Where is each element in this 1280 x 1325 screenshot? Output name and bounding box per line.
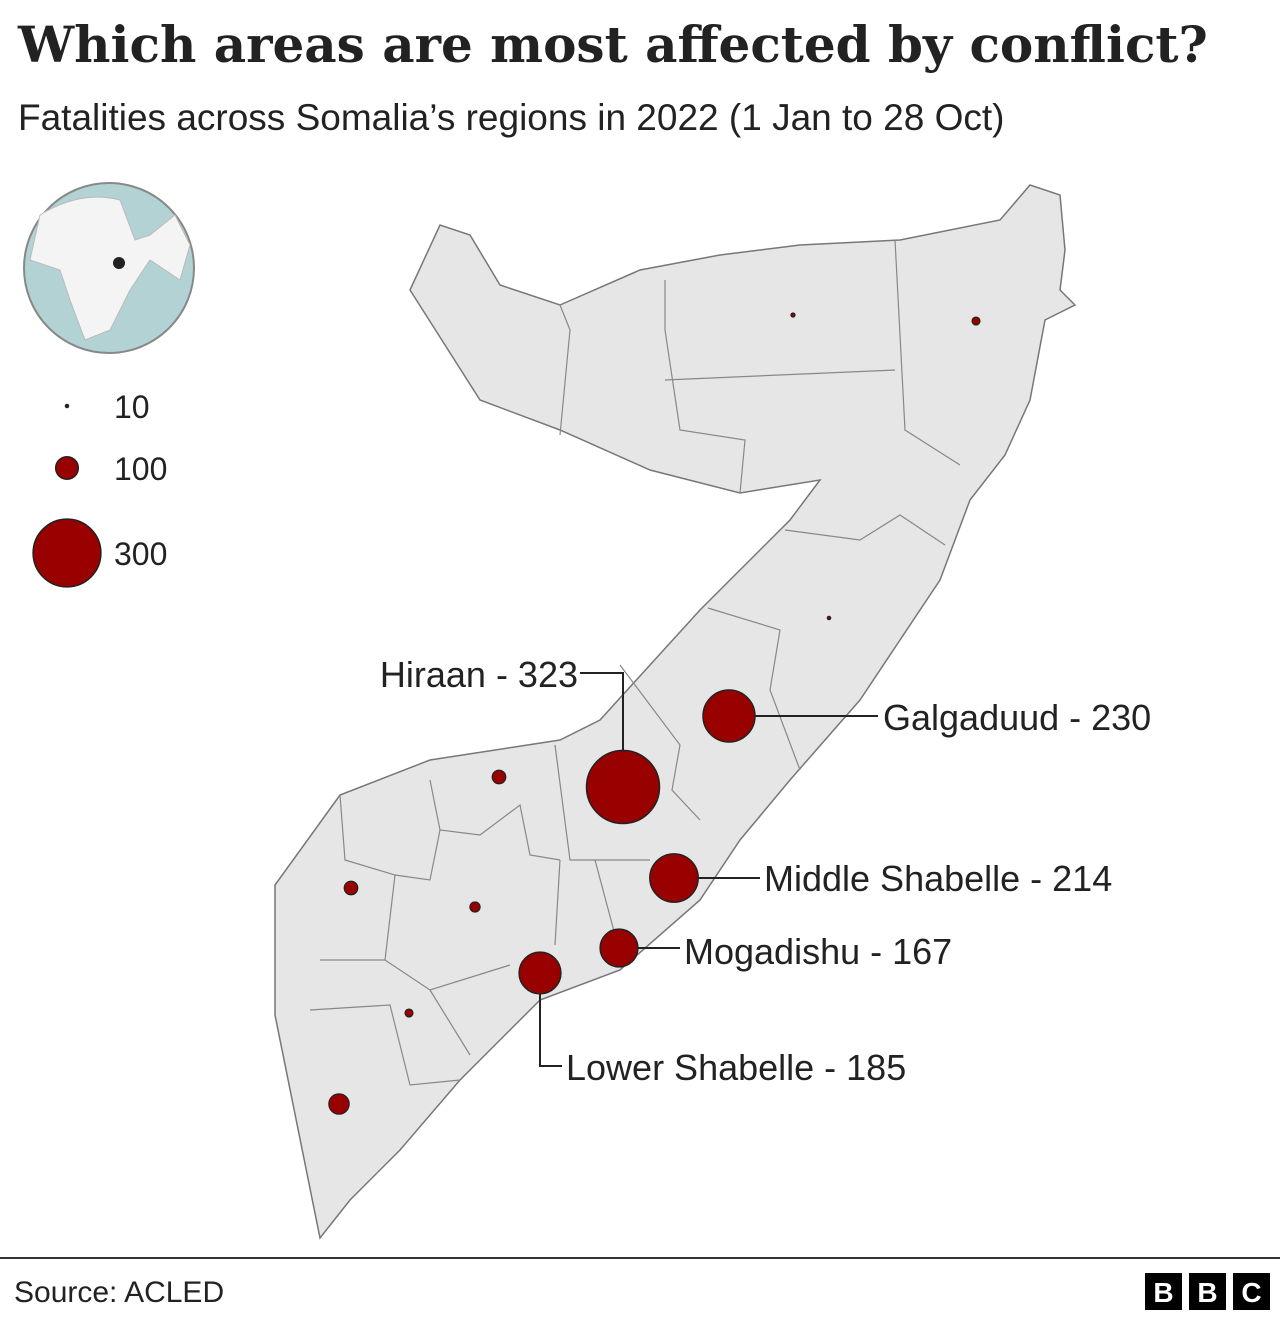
legend: 10 100 300 — [32, 389, 167, 588]
legend-symbol — [32, 518, 102, 588]
title: Which areas are most affected by conflic… — [17, 15, 1208, 74]
legend-label: 300 — [114, 536, 167, 572]
region-symbol — [343, 880, 359, 896]
region-symbol — [702, 689, 756, 743]
region-symbol — [491, 769, 507, 785]
region-symbol — [585, 749, 661, 825]
region-symbol — [328, 1093, 350, 1115]
region-symbol — [404, 1008, 414, 1018]
region-label: Lower Shabelle - 185 — [566, 1047, 906, 1088]
region-symbol — [469, 901, 481, 913]
leader-line — [539, 973, 562, 1067]
region-symbol — [518, 951, 562, 995]
legend-symbol — [64, 403, 70, 409]
region-symbol — [599, 928, 639, 968]
legend-label: 10 — [114, 389, 150, 425]
region-label: Galgaduud - 230 — [883, 697, 1151, 738]
symbols: Hiraan - 323 Galgaduud - 230 Middle Shabel… — [328, 312, 1151, 1115]
logo-box — [1145, 1273, 1182, 1310]
region-label: Mogadishu - 167 — [684, 931, 952, 972]
region-label: Middle Shabelle - 214 — [764, 858, 1112, 899]
logo-letter: C — [1241, 1277, 1261, 1308]
subtitle: Fatalities across Somalia’s regions in 2… — [18, 97, 1004, 138]
region-symbol — [826, 615, 832, 621]
logo-box — [1189, 1273, 1226, 1310]
region-symbol — [649, 853, 699, 903]
legend-label: 100 — [114, 451, 167, 487]
logo-box — [1233, 1273, 1270, 1310]
region-symbol — [971, 316, 981, 326]
region-symbol — [790, 312, 796, 318]
leader-line — [580, 672, 624, 787]
source: Source: ACLED — [14, 1276, 224, 1309]
logo-letter: B — [1197, 1277, 1217, 1308]
legend-symbol — [54, 455, 80, 481]
somalia-map — [274, 184, 1077, 1240]
logo-letter: B — [1153, 1277, 1173, 1308]
region-label: Hiraan - 323 — [380, 654, 578, 695]
locator-globe — [23, 182, 195, 354]
